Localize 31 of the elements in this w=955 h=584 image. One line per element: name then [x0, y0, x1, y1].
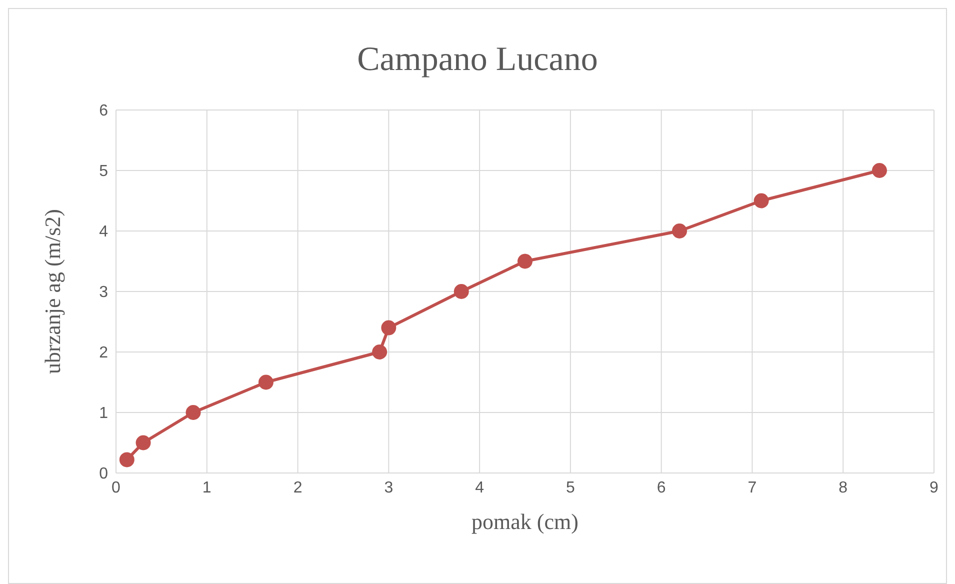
x-tick-label: 0	[112, 479, 121, 496]
x-tick-label: 9	[930, 479, 939, 496]
x-tick-label: 6	[656, 479, 666, 496]
y-axis-title: ubrzanje ag (m/s2)	[40, 209, 65, 374]
point	[454, 284, 469, 299]
y-tick-label: 6	[99, 102, 108, 120]
point	[381, 320, 396, 336]
y-tick-label: 3	[99, 284, 108, 302]
x-tick-label: 3	[384, 479, 394, 496]
point	[872, 163, 887, 178]
x-axis-title: pomak (cm)	[472, 509, 578, 534]
x-tick-label: 4	[475, 479, 484, 496]
x-tick-label: 7	[748, 479, 757, 496]
y-tick-label: 0	[99, 466, 108, 483]
point	[754, 193, 769, 208]
point	[372, 344, 388, 360]
point	[258, 374, 274, 390]
point	[672, 224, 688, 238]
y-tick-label: 4	[99, 224, 108, 241]
point	[136, 435, 151, 450]
x-tick-label: 8	[838, 479, 848, 496]
point	[186, 405, 201, 420]
y-tick-label: 2	[99, 344, 108, 362]
chart-title: Campano Lucano	[356, 41, 599, 79]
point	[119, 452, 134, 468]
point	[518, 254, 532, 269]
y-tick-label: 5	[99, 163, 108, 180]
x-tick-label: 1	[202, 479, 212, 496]
x-tick-label: 5	[566, 479, 575, 496]
x-tick-label: 2	[293, 479, 302, 496]
y-tick-label: 1	[99, 405, 108, 422]
